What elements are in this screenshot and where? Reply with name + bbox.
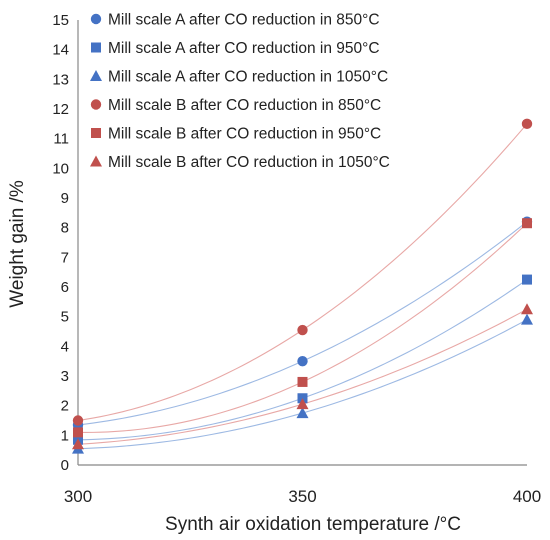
- legend-label: Mill scale A after CO reduction in 950°C: [108, 40, 380, 57]
- data-point: [296, 407, 309, 419]
- legend-label: Mill scale B after CO reduction in 1050°…: [108, 154, 390, 171]
- legend-label: Mill scale B after CO reduction in 950°C: [108, 126, 381, 143]
- data-point: [296, 398, 309, 410]
- y-tick-label: 5: [61, 309, 69, 326]
- y-tick-label: 1: [61, 427, 69, 444]
- data-point: [297, 355, 308, 367]
- y-tick-label: 6: [61, 279, 69, 296]
- legend-label: Mill scale B after CO reduction in 850°C: [108, 97, 381, 114]
- axes: [77, 20, 527, 466]
- data-point: [521, 303, 533, 315]
- legend-marker: [90, 70, 102, 81]
- y-tick-label: 14: [52, 42, 69, 59]
- data-point: [522, 218, 532, 229]
- data-point: [297, 376, 308, 387]
- x-tick-label: 350: [288, 487, 316, 506]
- y-tick-label: 11: [53, 131, 69, 148]
- data-markers: [72, 118, 533, 454]
- legend-marker: [90, 13, 102, 25]
- y-tick-label: 13: [52, 71, 69, 88]
- y-tick-label: 12: [52, 101, 69, 118]
- x-tick-labels: 300 350 400: [64, 487, 541, 506]
- y-tick-label: 2: [61, 398, 69, 415]
- data-point: [521, 118, 533, 130]
- legend-marker: [90, 99, 102, 110]
- y-tick-label: 4: [61, 338, 69, 355]
- y-tick-label: 8: [61, 220, 69, 237]
- x-axis-title: Synth air oxidation temperature /°C: [165, 514, 461, 535]
- legend: Mill scale A after CO reduction in 850°C…: [90, 12, 390, 171]
- data-point: [72, 415, 84, 426]
- y-tick-label: 0: [61, 457, 69, 474]
- data-point: [73, 427, 83, 438]
- data-point: [297, 324, 308, 336]
- y-tick-label: 3: [61, 368, 69, 385]
- data-point: [72, 438, 84, 450]
- legend-marker: [91, 128, 101, 138]
- y-tick-label: 15: [52, 12, 69, 29]
- x-tick-label: 400: [513, 487, 541, 506]
- y-tick-label: 7: [61, 249, 69, 266]
- legend-label: Mill scale A after CO reduction in 850°C: [108, 12, 380, 29]
- x-tick-label: 300: [64, 487, 92, 506]
- y-tick-label: 9: [61, 190, 69, 207]
- legend-marker: [90, 155, 102, 167]
- legend-label: Mill scale A after CO reduction in 1050°…: [108, 69, 388, 86]
- data-point: [522, 274, 532, 285]
- data-point: [521, 313, 533, 325]
- legend-marker: [91, 42, 101, 53]
- y-tick-label: 10: [52, 160, 69, 177]
- y-axis-title: Weight gain /%: [7, 180, 28, 308]
